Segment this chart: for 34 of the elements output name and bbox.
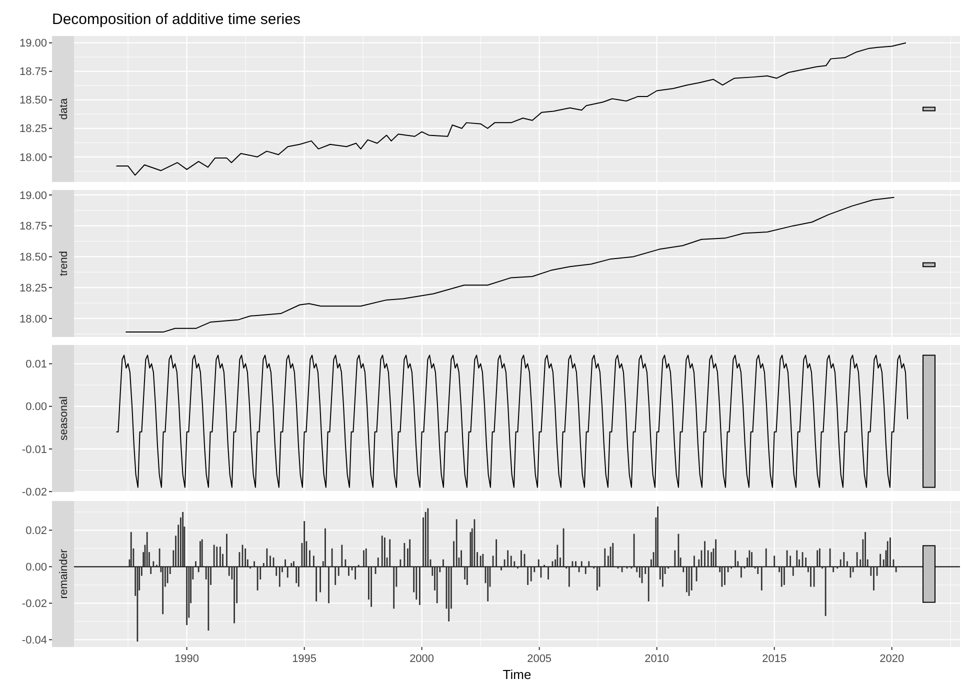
y-tick-label: -0.02: [22, 486, 47, 498]
y-tick-label: 18.25: [19, 282, 47, 294]
y-tick-label: 0.02: [26, 525, 47, 538]
y-axis-title: data: [58, 97, 70, 120]
line-series: [125, 196, 895, 333]
y-axis-title: trend: [58, 250, 70, 276]
x-tick-label: 2000: [410, 653, 434, 665]
y-tick-label: 18.50: [19, 94, 47, 107]
y-tick-label: 18.50: [19, 252, 47, 264]
line-series: [116, 354, 908, 488]
y-tick-label: 0.00: [26, 562, 47, 574]
x-tick-label: 2010: [644, 653, 670, 665]
x-tick-label: 2015: [762, 653, 787, 665]
y-tick-label: 18.25: [19, 123, 47, 136]
y-axis-title: remainder: [58, 548, 70, 599]
y-tick-label: 19.00: [19, 190, 47, 202]
y-axis-title: seasonal: [58, 396, 70, 441]
y-tick-label: -0.02: [22, 598, 47, 610]
y-tick-label: 18.75: [19, 220, 47, 233]
x-tick-label: 2005: [527, 653, 552, 665]
y-tick-label: 18.00: [19, 313, 47, 326]
y-tick-label: 18.00: [19, 152, 47, 164]
y-tick-label: 0.01: [26, 358, 47, 371]
x-tick-label: 2020: [880, 653, 904, 665]
y-tick-label: 18.75: [19, 66, 47, 78]
y-tick-label: -0.04: [22, 634, 47, 647]
y-tick-label: 19.00: [19, 38, 47, 50]
y-tick-label: -0.01: [22, 444, 47, 456]
y-tick-label: 0.00: [26, 401, 47, 414]
line-series: [116, 42, 906, 176]
x-tick-label: 1990: [174, 653, 200, 665]
x-tick-label: 1995: [292, 653, 317, 665]
x-axis-title: Time: [502, 667, 532, 682]
chart-title: Decomposition of additive time series: [52, 11, 300, 28]
